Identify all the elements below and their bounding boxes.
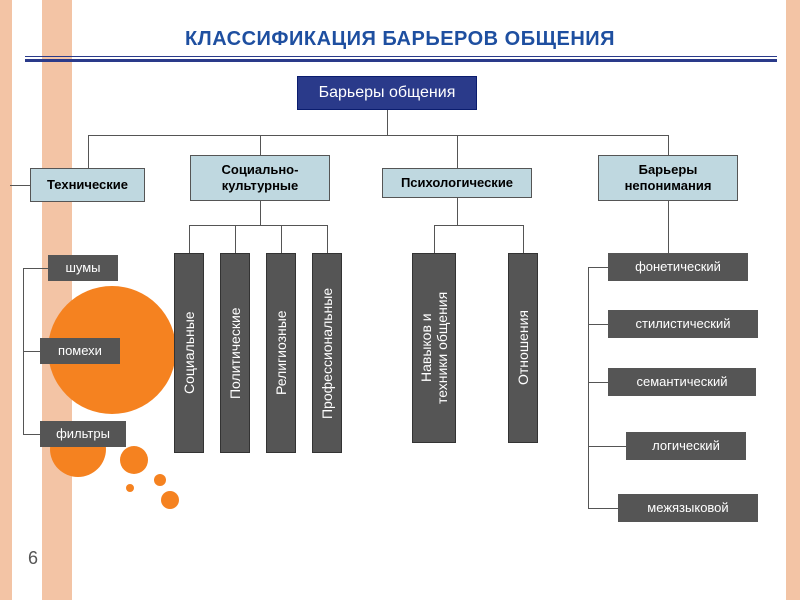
deco-circle-3 xyxy=(120,446,148,474)
deco-circle-5 xyxy=(161,491,179,509)
title-rule-thick xyxy=(25,59,777,62)
bg-stripe-3 xyxy=(786,0,800,600)
node-semantic: семантический xyxy=(608,368,756,396)
page-title: КЛАССИФИКАЦИЯ БАРЬЕРОВ ОБЩЕНИЯ xyxy=(0,28,800,51)
node-political: Политические xyxy=(220,253,250,453)
node-cat-technical: Технические xyxy=(30,168,145,202)
node-relations: Отношения xyxy=(508,253,538,443)
node-stylistic: стилистический xyxy=(608,310,758,338)
node-phonetic: фонетический xyxy=(608,253,748,281)
title-rule-thin xyxy=(25,56,777,57)
bg-stripe-1 xyxy=(0,0,12,600)
bg-stripe-2 xyxy=(42,0,72,600)
node-logical: логический xyxy=(626,432,746,460)
node-cat-psych: Психологические xyxy=(382,168,532,198)
node-religious: Религиозные xyxy=(266,253,296,453)
node-noise: шумы xyxy=(48,255,118,281)
node-professional: Профессиональные xyxy=(312,253,342,453)
node-interf: помехи xyxy=(40,338,120,364)
node-skills: Навыков и техники общения xyxy=(412,253,456,443)
node-cat-misunder: Барьеры непонимания xyxy=(598,155,738,201)
node-filters: фильтры xyxy=(40,421,126,447)
node-root: Барьеры общения xyxy=(297,76,477,110)
node-interlang: межязыковой xyxy=(618,494,758,522)
node-cat-social: Социально- культурные xyxy=(190,155,330,201)
node-social: Социальные xyxy=(174,253,204,453)
page-number: 6 xyxy=(28,548,38,569)
deco-circle-4 xyxy=(154,474,166,486)
deco-circle-6 xyxy=(126,484,134,492)
